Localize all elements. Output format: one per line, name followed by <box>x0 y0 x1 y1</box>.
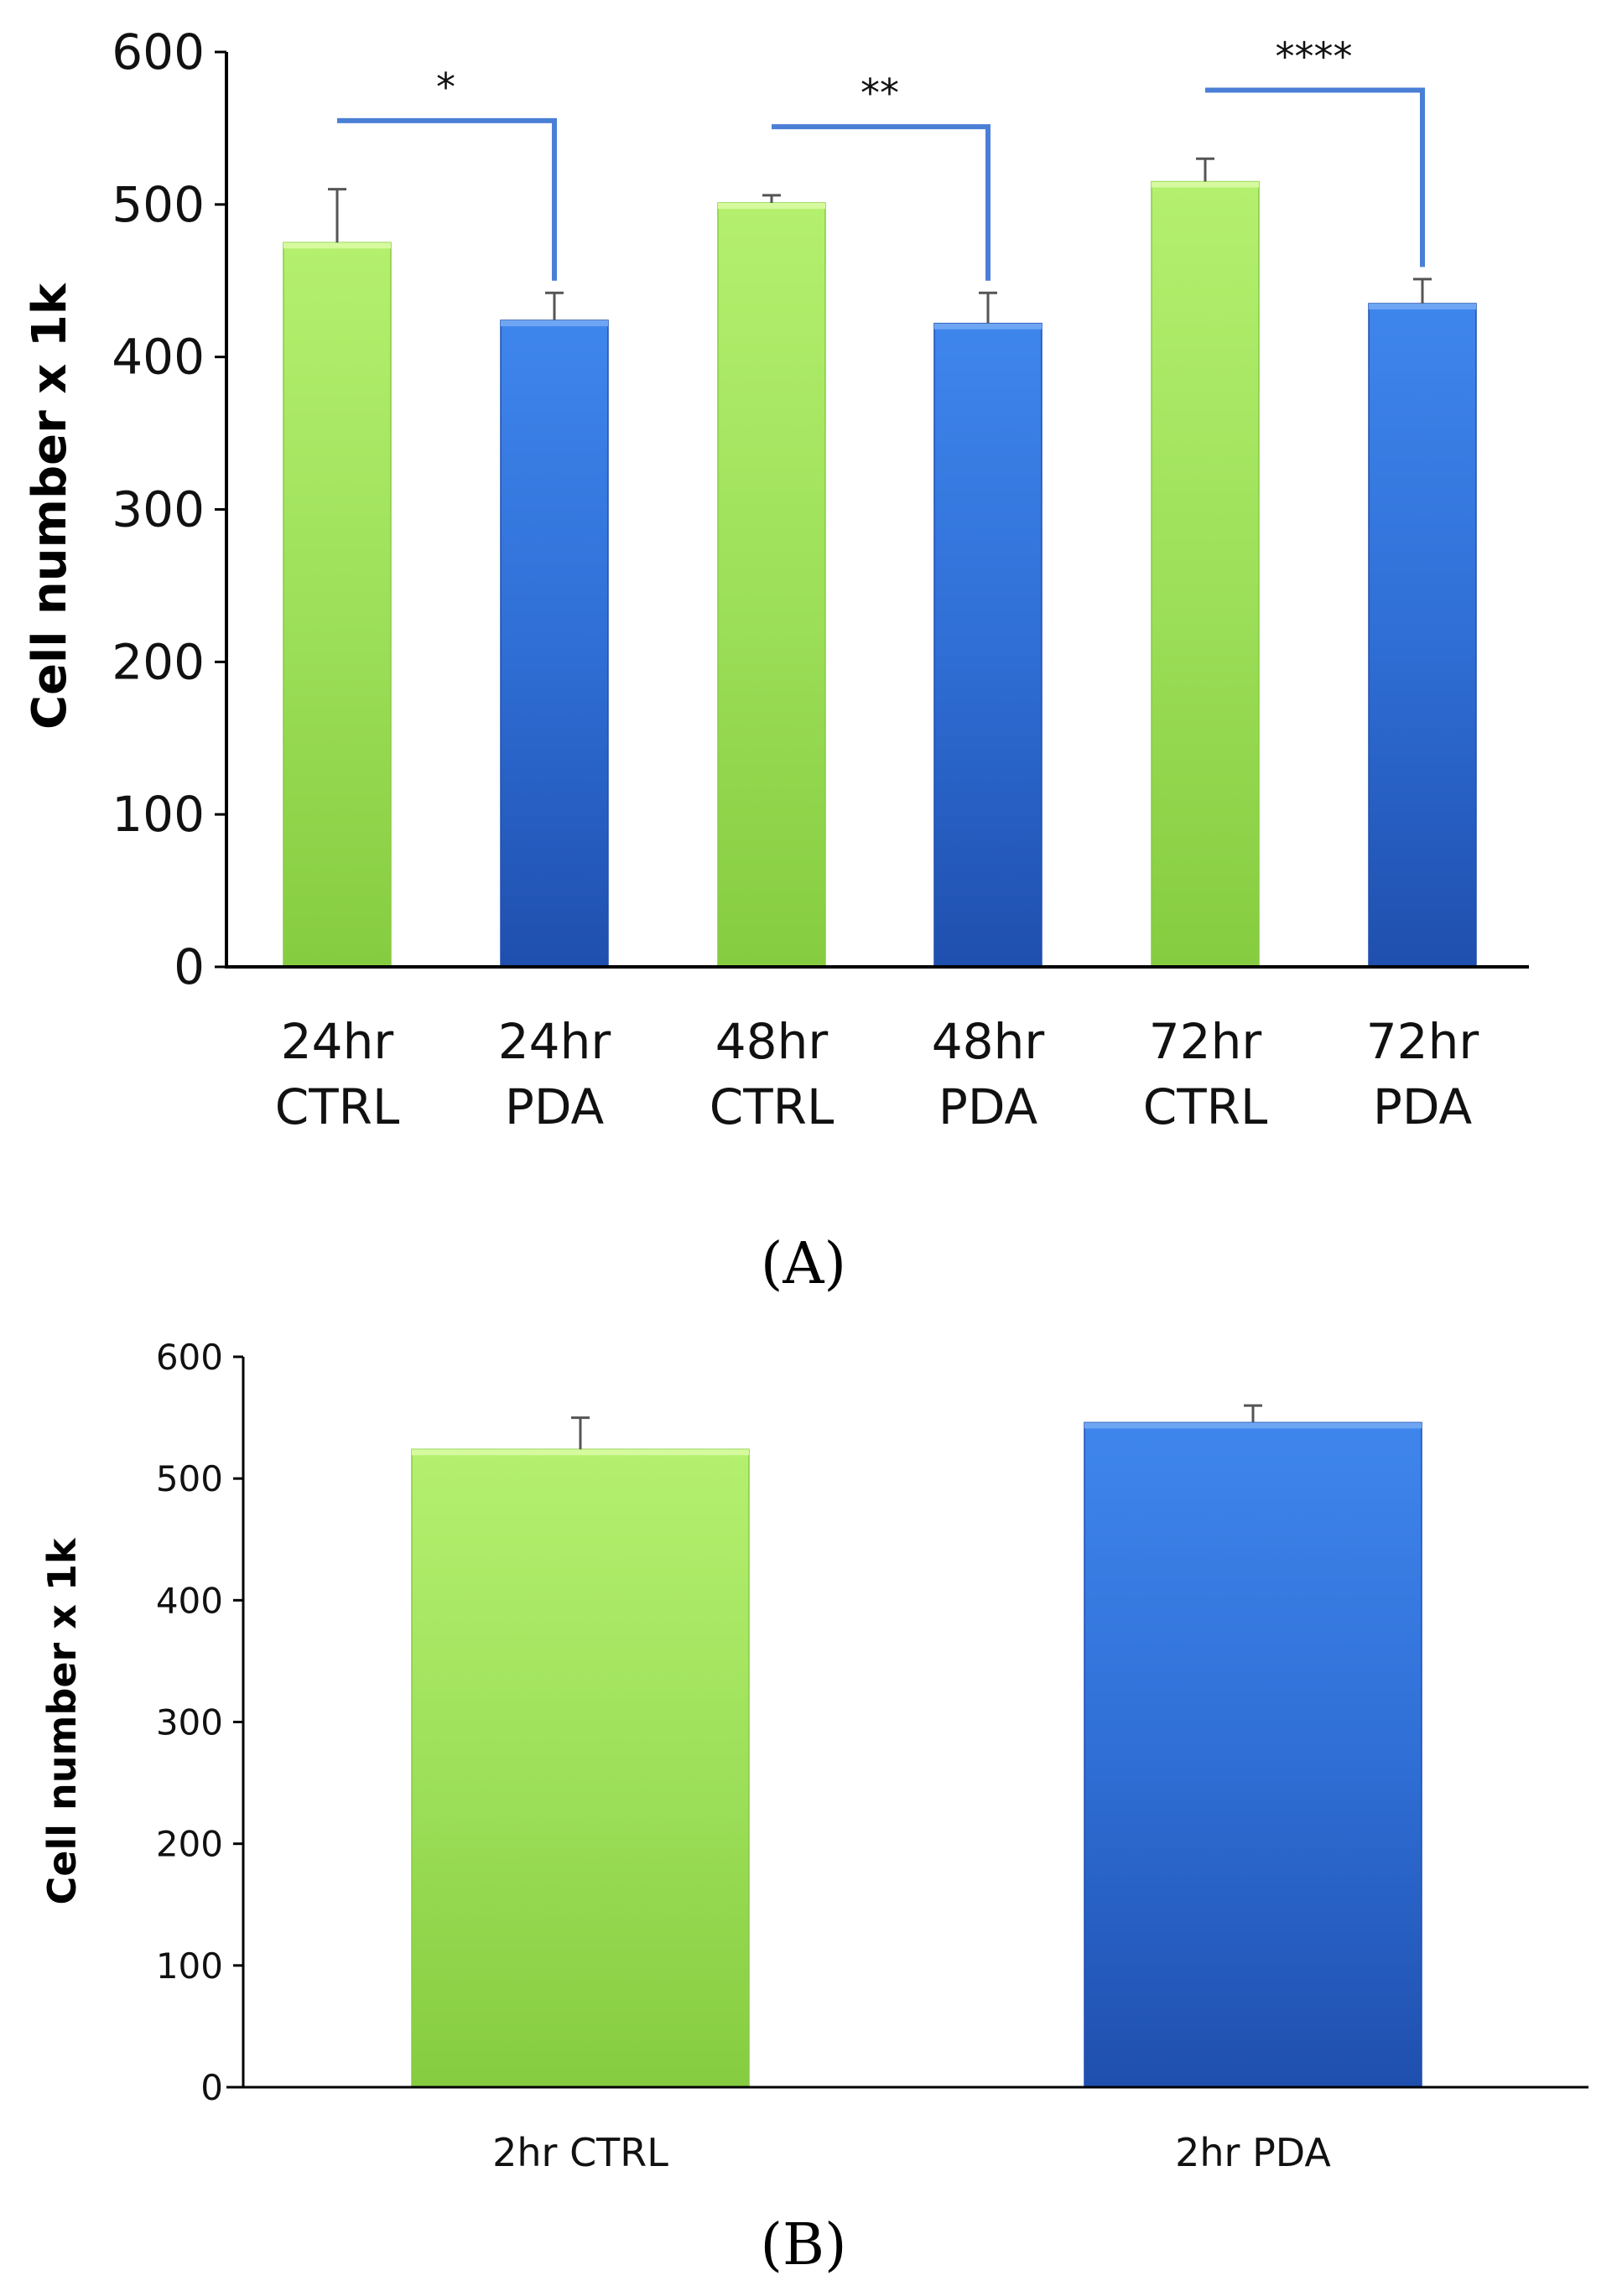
chart-a-bar-highlight <box>1369 304 1476 310</box>
chart-a-significance-label: **** <box>1276 34 1353 79</box>
chart-a-bar <box>1151 180 1260 968</box>
chart-a-significance-label: * <box>436 65 455 110</box>
chart-a-category-label: 72hr <box>1366 1013 1479 1070</box>
chart-a-bar-highlight <box>718 203 825 210</box>
chart-b-category-label: 2hr CTRL <box>492 2130 668 2175</box>
chart-a-y-tick-label: 500 <box>112 176 205 233</box>
chart-a-bar-highlight <box>934 323 1042 330</box>
chart-a-y-axis-title: Cell number x 1k <box>23 282 77 730</box>
chart-a-significance-bracket <box>1205 87 1425 268</box>
chart-a-bar <box>1368 303 1477 968</box>
chart-a-category-label: CTRL <box>710 1078 834 1135</box>
chart-a-bar-highlight <box>501 320 608 327</box>
chart-b-y-tick-label: 300 <box>156 1702 223 1743</box>
chart-a-category-label: 24hr <box>281 1013 394 1070</box>
chart-a-y-tick-label: 0 <box>174 938 205 995</box>
chart-b-y-tick-label: 600 <box>156 1337 223 1378</box>
chart-a-category-label: 72hr <box>1149 1013 1262 1070</box>
chart-a-y-tick-label: 400 <box>112 329 205 386</box>
chart-a-category-label: 48hr <box>932 1013 1045 1070</box>
chart-b-bar <box>1084 1421 1422 2088</box>
chart-b-category-label: 2hr PDA <box>1175 2130 1331 2175</box>
chart-a-category-label: CTRL <box>275 1078 400 1135</box>
chart-a-bar-highlight <box>1152 181 1259 188</box>
chart-a-category-label: PDA <box>1373 1078 1473 1135</box>
chart-a-category-label: PDA <box>505 1078 605 1135</box>
chart-a-category-label: 48hr <box>715 1013 829 1070</box>
chart-a-bar <box>717 202 826 968</box>
chart-b: 0 100 200 300 400 500 600 2hr CTRL 2hr PDA Cell… <box>39 1337 1588 2278</box>
chart-b-y-tick-label: 0 <box>200 2067 223 2108</box>
chart-b-bar-highlight <box>1084 1422 1422 1429</box>
chart-b-y-tick-label: 100 <box>156 1945 223 1987</box>
chart-a-category-label: CTRL <box>1143 1078 1268 1135</box>
chart-a-y-tick-label: 600 <box>112 23 205 81</box>
chart-b-y-tick-label: 500 <box>156 1458 223 1499</box>
chart-a-y-tick-label: 100 <box>112 786 205 843</box>
chart-a-bar <box>283 242 392 968</box>
chart-a-bar-highlight <box>283 242 391 249</box>
chart-a-bar <box>933 322 1042 968</box>
chart-a-category-label: 24hr <box>498 1013 611 1070</box>
chart-b-y-axis-title: Cell number x 1k <box>39 1537 85 1904</box>
chart-b-bar <box>411 1448 750 2088</box>
chart-a-y-tick-label: 300 <box>112 481 205 538</box>
chart-a-significance-label: ** <box>860 70 899 116</box>
chart-b-bar-highlight <box>412 1449 749 1456</box>
chart-a-category-label: PDA <box>938 1078 1038 1135</box>
chart-a-bar <box>500 319 609 968</box>
chart-b-y-tick-label: 200 <box>156 1824 223 1865</box>
panel-label-a: (A) <box>761 1231 846 1297</box>
chart-a-y-tick-label: 200 <box>112 633 205 690</box>
chart-a-significance-bracket <box>772 124 990 281</box>
chart-a-significance-bracket <box>337 117 557 281</box>
panel-label-b: (B) <box>760 2212 846 2278</box>
chart-b-y-tick-label: 400 <box>156 1580 223 1621</box>
